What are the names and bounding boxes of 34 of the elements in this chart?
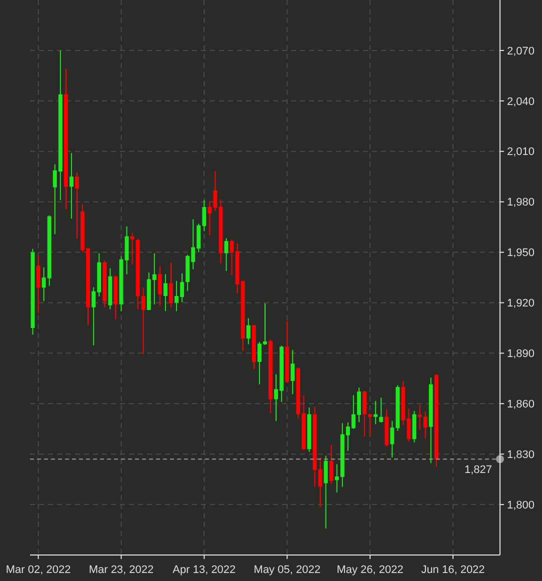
y-tick-label: 2,010 bbox=[507, 146, 535, 158]
candlestick bbox=[379, 397, 384, 423]
candlestick bbox=[169, 262, 173, 308]
x-tick-label: May 26, 2022 bbox=[336, 564, 404, 576]
candlestick bbox=[36, 255, 40, 314]
y-tick-label: 2,040 bbox=[507, 96, 535, 108]
candlestick bbox=[406, 408, 411, 442]
y-tick-label: 1,890 bbox=[507, 348, 535, 360]
candlestick bbox=[368, 413, 372, 437]
candlestick bbox=[69, 152, 74, 220]
candlestick bbox=[163, 274, 168, 312]
candlestick bbox=[224, 238, 228, 272]
x-tick-label: Jun 16, 2022 bbox=[421, 564, 485, 576]
candlestick bbox=[158, 266, 162, 307]
candlestick bbox=[362, 390, 367, 437]
candlestick bbox=[329, 444, 334, 485]
x-tick-label: Mar 02, 2022 bbox=[6, 564, 71, 576]
y-tick-label: 1,800 bbox=[507, 499, 535, 512]
y-tick-label: 1,860 bbox=[507, 398, 535, 410]
candlestick bbox=[324, 455, 328, 529]
legend-label: 1,827 bbox=[464, 464, 492, 476]
candlestick bbox=[75, 172, 79, 240]
y-tick-label: 1,830 bbox=[507, 448, 535, 461]
x-tick-label: Apr 13, 2022 bbox=[172, 564, 236, 576]
y-tick-label: 1,920 bbox=[507, 298, 535, 310]
candlestick bbox=[374, 400, 378, 425]
x-tick-label: May 05, 2022 bbox=[254, 564, 320, 576]
y-tick-label: 1,980 bbox=[507, 196, 535, 209]
y-tick-label: 2,070 bbox=[507, 45, 535, 58]
candlestick bbox=[246, 318, 250, 345]
candlestick bbox=[290, 349, 295, 395]
y-tick-label: 1,950 bbox=[507, 247, 535, 260]
x-tick-label: Mar 23, 2022 bbox=[88, 564, 154, 576]
candlestick bbox=[130, 232, 134, 265]
